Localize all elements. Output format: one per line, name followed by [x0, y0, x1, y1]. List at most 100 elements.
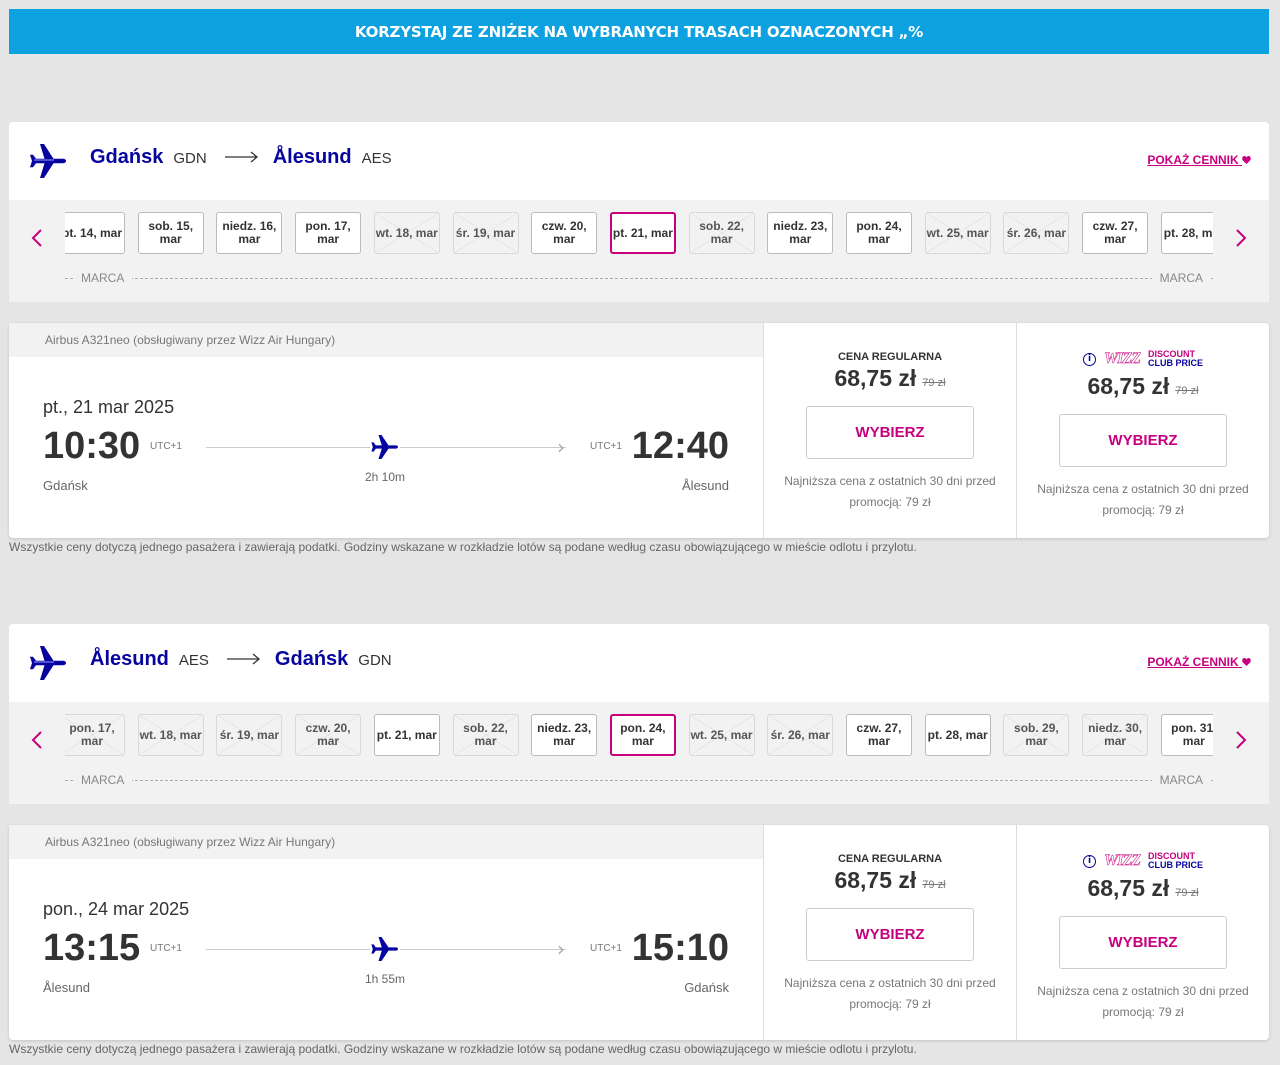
regular-price-label: CENA REGULARNA — [837, 351, 943, 363]
date-option[interactable]: pt. 21, mar — [609, 212, 676, 254]
club-price: 68,75 zł — [1087, 373, 1170, 399]
date-option: niedz. 30, mar — [1082, 714, 1149, 756]
show-fares-link[interactable]: POKAŻ CENNIK — [1147, 153, 1251, 167]
route-cities: Ålesund AES Gdańsk GDN — [90, 648, 392, 671]
discount-club-logo: i WIZZ DISCOUNT CLUB PRICE — [1017, 349, 1269, 369]
date-option[interactable]: pon. 24, mar — [609, 714, 676, 756]
aircraft-info: Airbus A321neo (obsługiwany przez Wizz A… — [9, 825, 763, 859]
month-label-right: MARCA — [1151, 271, 1211, 285]
date-selector: pon. 17, mar wt. 18, mar śr. 19, mar czw. 2… — [9, 702, 1269, 804]
regular-old-price: 79 zł — [922, 377, 946, 389]
date-option[interactable]: czw. 27, mar — [846, 714, 912, 756]
departure-timezone: UTC+1 — [150, 441, 182, 452]
chevron-right-icon[interactable] — [1231, 726, 1251, 754]
date-option[interactable]: niedz. 16, mar — [216, 212, 283, 254]
departure-time: 10:30 — [43, 425, 141, 467]
month-indicator: MARCA MARCA — [65, 773, 1213, 787]
show-fares-link[interactable]: POKAŻ CENNIK — [1147, 655, 1251, 669]
departure-timezone: UTC+1 — [150, 943, 182, 954]
date-option[interactable]: niedz. 23, mar — [531, 714, 598, 756]
club-price-column: i WIZZ DISCOUNT CLUB PRICE 68,75 zł 79 z… — [1016, 323, 1269, 538]
chevron-right-icon: › — [557, 937, 565, 961]
club-price: 68,75 zł — [1087, 875, 1170, 901]
date-option[interactable]: niedz. 23, mar — [767, 212, 834, 254]
select-regular-button[interactable]: WYBIERZ — [806, 406, 974, 459]
date-option: śr. 19, mar — [452, 212, 519, 254]
month-indicator: MARCA MARCA — [65, 271, 1213, 285]
flight-card: Airbus A321neo (obsługiwany przez Wizz A… — [9, 323, 1269, 538]
return-route: Ålesund AES Gdańsk GDN POKAŻ CENNIK pon.… — [9, 624, 1269, 804]
flight-duration: 2h 10m — [365, 470, 406, 484]
departure-city: Gdańsk — [43, 478, 88, 493]
date-option: śr. 19, mar — [216, 714, 283, 756]
date-option[interactable]: pt. 28, mar — [1160, 212, 1213, 254]
date-option: pon. 17, mar — [65, 714, 125, 756]
route-arrow-icon — [224, 148, 259, 167]
chevron-right-icon[interactable] — [1231, 224, 1251, 252]
arrival-city: Gdańsk — [684, 980, 729, 995]
date-option[interactable]: pt. 28, mar — [924, 714, 991, 756]
discount-banner[interactable]: KORZYSTAJ ZE ZNIŻEK NA WYBRANYCH TRASACH… — [9, 9, 1269, 54]
route-header: Ålesund AES Gdańsk GDN POKAŻ CENNIK — [9, 624, 1269, 702]
arrival-time: 15:10 — [631, 927, 729, 969]
date-option[interactable]: pt. 21, mar — [373, 714, 440, 756]
date-option: wt. 25, mar — [688, 714, 755, 756]
wizz-logo: WIZZ — [1103, 350, 1142, 368]
info-icon[interactable]: i — [1082, 352, 1096, 366]
banner-text: KORZYSTAJ ZE ZNIŻEK NA WYBRANYCH TRASACH… — [354, 22, 924, 41]
date-list: pon. 17, mar wt. 18, mar śr. 19, mar czw. 2… — [65, 714, 1213, 758]
origin-city: Ålesund — [90, 648, 169, 670]
date-option[interactable]: sob. 15, mar — [137, 212, 204, 254]
plane-icon — [30, 646, 66, 680]
dest-code: AES — [361, 150, 392, 167]
date-option[interactable]: pon. 31, mar — [1160, 714, 1213, 756]
date-option: śr. 26, mar — [767, 714, 834, 756]
date-option[interactable]: pon. 17, mar — [295, 212, 362, 254]
arrival-timezone: UTC+1 — [590, 441, 622, 452]
info-icon[interactable]: i — [1082, 854, 1096, 868]
flight-date: pt., 21 mar 2025 — [43, 397, 175, 417]
date-option: sob. 22, mar — [688, 212, 755, 254]
route-header: Gdańsk GDN Ålesund AES POKAŻ CENNIK — [9, 122, 1269, 200]
regular-price-column: CENA REGULARNA 68,75 zł 79 zł WYBIERZ Na… — [763, 323, 1016, 538]
month-label-right: MARCA — [1151, 773, 1211, 787]
chevron-left-icon[interactable] — [27, 726, 47, 754]
chevron-right-icon: › — [557, 435, 565, 459]
departure-city: Ålesund — [43, 980, 90, 995]
select-club-button[interactable]: WYBIERZ — [1059, 414, 1227, 467]
date-option: wt. 25, mar — [924, 212, 991, 254]
select-club-button[interactable]: WYBIERZ — [1059, 916, 1227, 969]
origin-code: GDN — [173, 150, 207, 167]
month-label-left: MARCA — [73, 271, 133, 285]
departure-time: 13:15 — [43, 927, 141, 969]
club-price-column: i WIZZ DISCOUNT CLUB PRICE 68,75 zł 79 z… — [1016, 825, 1269, 1040]
regular-price-label: CENA REGULARNA — [837, 853, 943, 865]
date-option: sob. 29, mar — [1003, 714, 1070, 756]
price-footnote: Wszystkie ceny dotyczą jednego pasażera … — [9, 540, 917, 554]
date-option[interactable]: czw. 27, mar — [1082, 212, 1149, 254]
origin-city: Gdańsk — [90, 146, 164, 168]
date-option[interactable]: czw. 20, mar — [531, 212, 598, 254]
lowest-price-note: Najniższa cena z ostatnich 30 dni przed … — [1037, 984, 1249, 1019]
regular-price-column: CENA REGULARNA 68,75 zł 79 zł WYBIERZ Na… — [763, 825, 1016, 1040]
chevron-left-icon[interactable] — [27, 224, 47, 252]
aircraft-info: Airbus A321neo (obsługiwany przez Wizz A… — [9, 323, 763, 357]
date-option: śr. 26, mar — [1003, 212, 1070, 254]
arrival-city: Ålesund — [682, 478, 729, 493]
date-option[interactable]: pon. 24, mar — [846, 212, 912, 254]
flight-duration: 1h 55m — [365, 972, 406, 986]
arrival-time: 12:40 — [631, 425, 729, 467]
date-list: pt. 14, mar sob. 15, mar niedz. 16, mar pon… — [65, 212, 1213, 256]
date-option[interactable]: pt. 14, mar — [65, 212, 125, 254]
month-label-left: MARCA — [73, 773, 133, 787]
outbound-route: Gdańsk GDN Ålesund AES POKAŻ CENNIK pt. … — [9, 122, 1269, 302]
lowest-price-note: Najniższa cena z ostatnich 30 dni przed … — [784, 474, 996, 509]
date-option: sob. 22, mar — [452, 714, 519, 756]
select-regular-button[interactable]: WYBIERZ — [806, 908, 974, 961]
dest-code: GDN — [358, 652, 392, 669]
price-footnote: Wszystkie ceny dotyczą jednego pasażera … — [9, 1042, 917, 1056]
flight-card: Airbus A321neo (obsługiwany przez Wizz A… — [9, 825, 1269, 1040]
date-option: wt. 18, mar — [373, 212, 440, 254]
regular-price: 68,75 zł — [834, 365, 917, 391]
plane-icon — [370, 433, 400, 461]
